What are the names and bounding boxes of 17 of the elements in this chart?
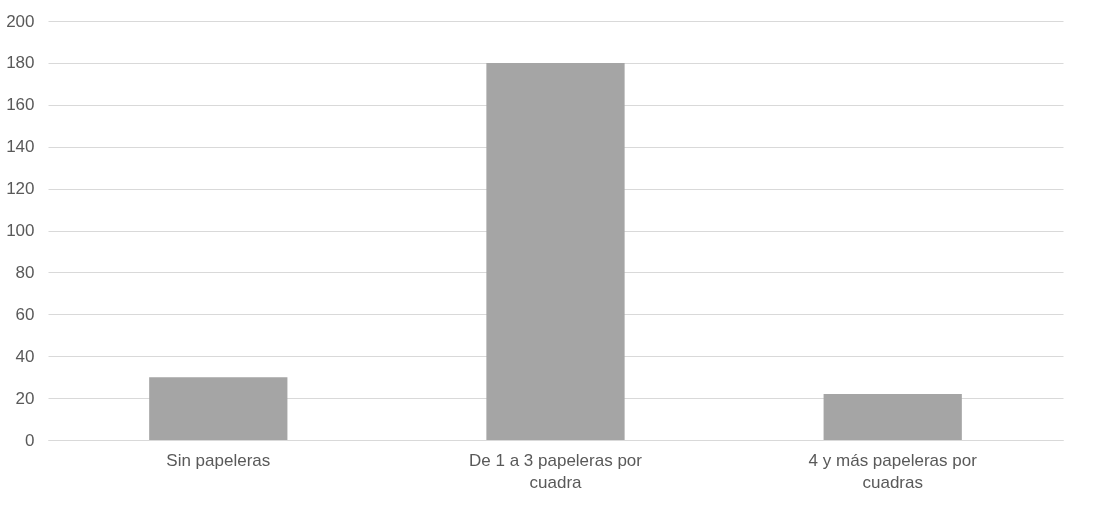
x-tick-label: De 1 a 3 papeleras por cuadra [469, 450, 643, 492]
bar [149, 377, 288, 440]
y-tick-label: 200 [6, 11, 35, 31]
y-tick-label: 140 [6, 137, 35, 157]
x-tick-label: 4 y más papeleras por cuadras [808, 450, 978, 492]
y-tick-label: 180 [6, 53, 35, 73]
y-tick-label: 160 [6, 95, 35, 115]
y-tick-label: 40 [15, 346, 35, 366]
y-tick-label: 0 [25, 430, 35, 450]
y-tick-label: 20 [15, 388, 35, 408]
bar [486, 62, 625, 440]
y-tick-label: 60 [15, 304, 35, 324]
x-tick-label: Sin papeleras [166, 450, 271, 470]
y-tick-label: 100 [6, 221, 35, 240]
y-tick-label: 80 [15, 262, 35, 282]
y-tick-label: 120 [6, 179, 35, 199]
bar [823, 393, 962, 440]
